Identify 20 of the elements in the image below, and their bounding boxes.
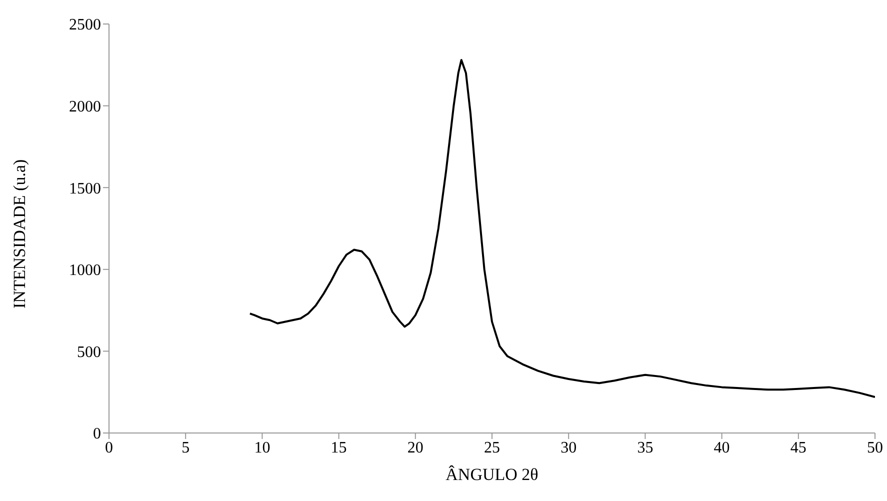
x-tick-label: 40: [714, 439, 730, 456]
x-tick-label: 5: [182, 439, 190, 456]
y-tick-label: 1500: [69, 180, 101, 198]
y-tick-label: 0: [93, 426, 101, 443]
x-axis-title: ÂNGULO 2θ: [446, 465, 538, 484]
y-tick-label: 2000: [69, 98, 101, 116]
x-tick-label: 20: [407, 439, 424, 456]
y-tick-label: 1000: [69, 262, 101, 280]
x-tick-label: 15: [330, 439, 347, 456]
line-series: [248, 58, 875, 398]
x-tick-label: 35: [637, 439, 654, 456]
x-tick-label: 0: [105, 439, 113, 456]
y-tick-label: 2500: [69, 16, 101, 34]
y-tick-label: 500: [77, 344, 101, 361]
y-axis-title: INTENSIDADE (u.a): [10, 159, 30, 308]
x-tick-label: 10: [254, 439, 270, 456]
x-tick-label: 50: [867, 439, 883, 456]
x-tick-label: 30: [560, 439, 577, 456]
x-tick-label: 45: [790, 439, 806, 456]
x-tick-label: 25: [484, 439, 500, 456]
